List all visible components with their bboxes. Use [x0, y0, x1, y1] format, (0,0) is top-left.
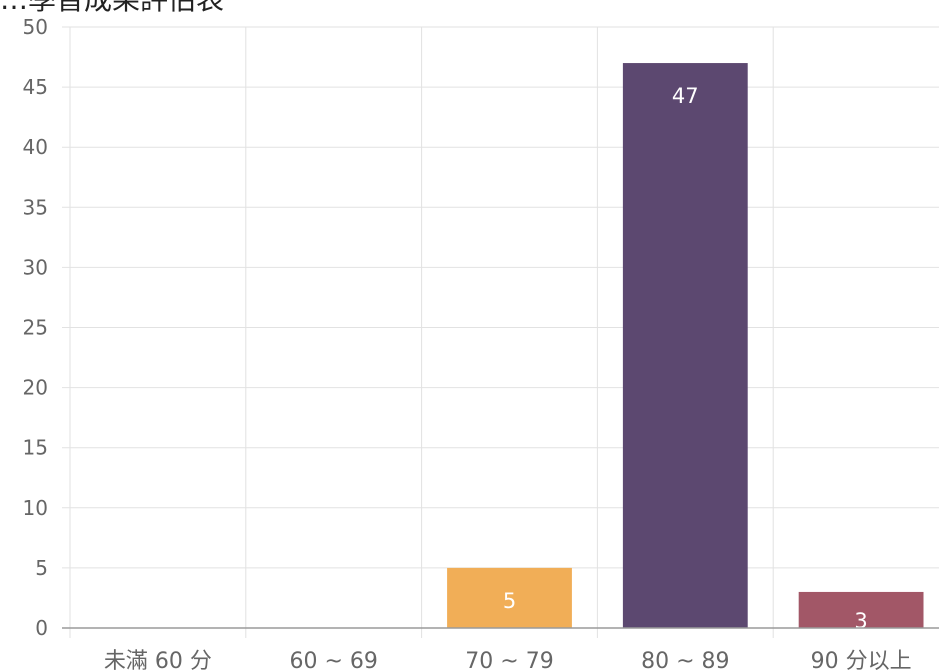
y-tick-label: 35	[23, 195, 48, 219]
vertical-gridlines	[69, 27, 774, 638]
y-tick-label: 10	[23, 496, 48, 520]
bar-data-label: 3	[854, 609, 867, 633]
y-tick-label: 20	[23, 376, 48, 400]
x-tick-label: 未滿 60 分	[104, 649, 212, 672]
x-tick-label: 80 ~ 89	[641, 649, 729, 672]
y-tick-label: 30	[23, 255, 48, 279]
y-tick-label: 40	[23, 135, 48, 159]
horizontal-gridlines	[62, 26, 939, 569]
y-tick-label: 5	[35, 556, 48, 580]
y-tick-label: 25	[23, 316, 48, 340]
bar	[622, 63, 748, 629]
y-tick-label: 50	[23, 15, 48, 39]
y-tick-label: 15	[23, 436, 48, 460]
bar-data-label: 5	[503, 589, 516, 613]
x-axis-ticks: 未滿 60 分 60 ~ 69 70 ~ 79 80 ~ 89 90 分以上	[104, 649, 912, 672]
chart-title: …學習成果評估表	[0, 0, 224, 14]
bars	[447, 63, 924, 629]
x-tick-label: 90 分以上	[811, 649, 912, 672]
x-tick-label: 60 ~ 69	[289, 649, 377, 672]
y-tick-label: 45	[23, 75, 48, 99]
bar	[798, 591, 924, 628]
bar	[447, 567, 572, 628]
bar-data-label: 47	[672, 84, 699, 108]
y-axis-ticks: 0 5 10 15 20 25 30 35 40 45 50	[23, 15, 48, 640]
y-tick-label: 0	[35, 616, 48, 640]
x-tick-label: 70 ~ 79	[465, 649, 553, 672]
bar-data-labels: 5 47 3	[503, 84, 868, 633]
